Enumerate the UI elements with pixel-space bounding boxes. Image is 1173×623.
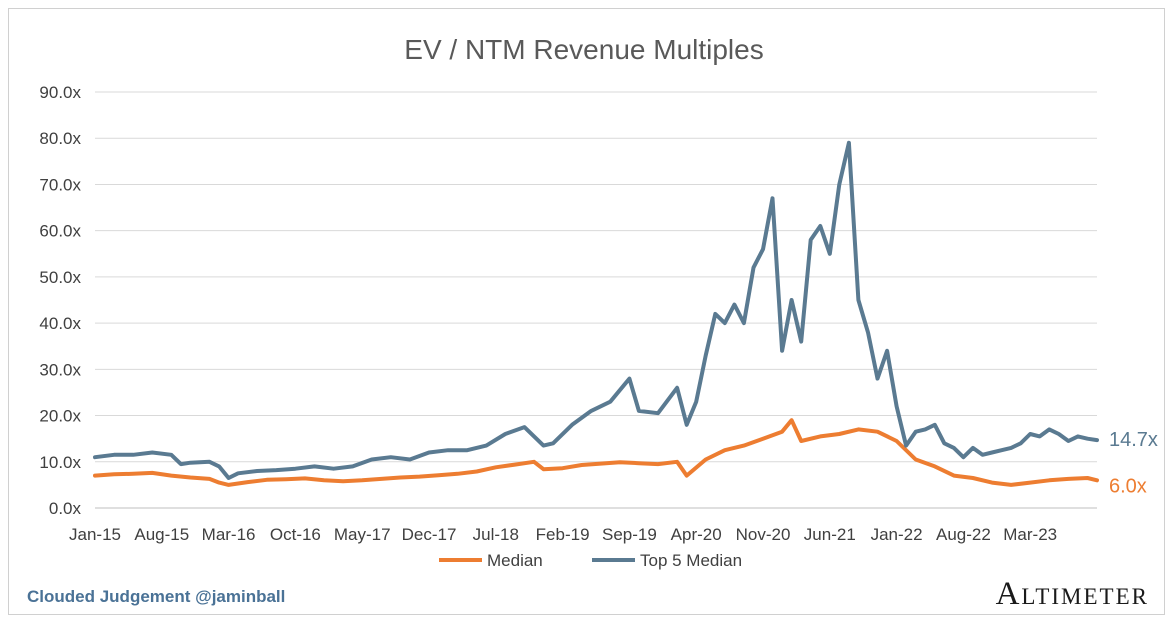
- y-tick-label: 60.0x: [39, 222, 81, 241]
- y-axis: 0.0x 10.0x 20.0x 30.0x 40.0x 50.0x 60.0x 70.0x 8…: [39, 83, 81, 518]
- series-line-top5: [93, 140, 1099, 480]
- gridlines: [95, 91, 1097, 509]
- series-line-median: [93, 418, 1099, 487]
- x-tick-label: Jan-22: [871, 525, 923, 544]
- legend-label-median: Median: [487, 551, 543, 570]
- series-lines: [93, 140, 1099, 487]
- x-tick-label: Aug-22: [936, 525, 991, 544]
- legend: Median Top 5 Median: [439, 551, 742, 570]
- x-axis: Jan-15 Aug-15 Mar-16 Oct-16 May-17 Dec-17 Jul-…: [69, 525, 1057, 544]
- x-tick-label: Oct-16: [270, 525, 321, 544]
- x-tick-label: Aug-15: [134, 525, 189, 544]
- chart-title: EV / NTM Revenue Multiples: [404, 34, 763, 65]
- chart-frame: EV / NTM Revenue Multiples 0.0x 10.0x 20.0…: [8, 8, 1165, 615]
- y-tick-label: 50.0x: [39, 268, 81, 287]
- y-tick-label: 90.0x: [39, 83, 81, 102]
- x-tick-label: Feb-19: [536, 525, 590, 544]
- x-tick-label: Nov-20: [736, 525, 791, 544]
- y-tick-label: 70.0x: [39, 175, 81, 194]
- y-tick-label: 80.0x: [39, 129, 81, 148]
- legend-label-top5: Top 5 Median: [640, 551, 742, 570]
- y-tick-label: 0.0x: [49, 499, 82, 518]
- y-tick-label: 40.0x: [39, 314, 81, 333]
- x-tick-label: Jan-15: [69, 525, 121, 544]
- end-label-median: 6.0x: [1109, 475, 1147, 497]
- x-tick-label: Sep-19: [602, 525, 657, 544]
- x-tick-label: Dec-17: [402, 525, 457, 544]
- x-tick-label: Jun-21: [804, 525, 856, 544]
- x-tick-label: Mar-16: [202, 525, 256, 544]
- y-tick-label: 10.0x: [39, 453, 81, 472]
- y-tick-label: 20.0x: [39, 407, 81, 426]
- end-labels: 6.0x 14.7x: [1109, 429, 1158, 497]
- brand-logo: Altimeter: [996, 576, 1149, 612]
- chart: EV / NTM Revenue Multiples 0.0x 10.0x 20.0…: [27, 34, 1158, 612]
- y-tick-label: 30.0x: [39, 360, 81, 379]
- x-tick-label: Mar-23: [1003, 525, 1057, 544]
- x-tick-label: Jul-18: [473, 525, 519, 544]
- end-label-top5: 14.7x: [1109, 429, 1158, 451]
- x-tick-label: May-17: [334, 525, 391, 544]
- x-tick-label: Apr-20: [671, 525, 722, 544]
- credit-text: Clouded Judgement @jaminball: [27, 587, 285, 606]
